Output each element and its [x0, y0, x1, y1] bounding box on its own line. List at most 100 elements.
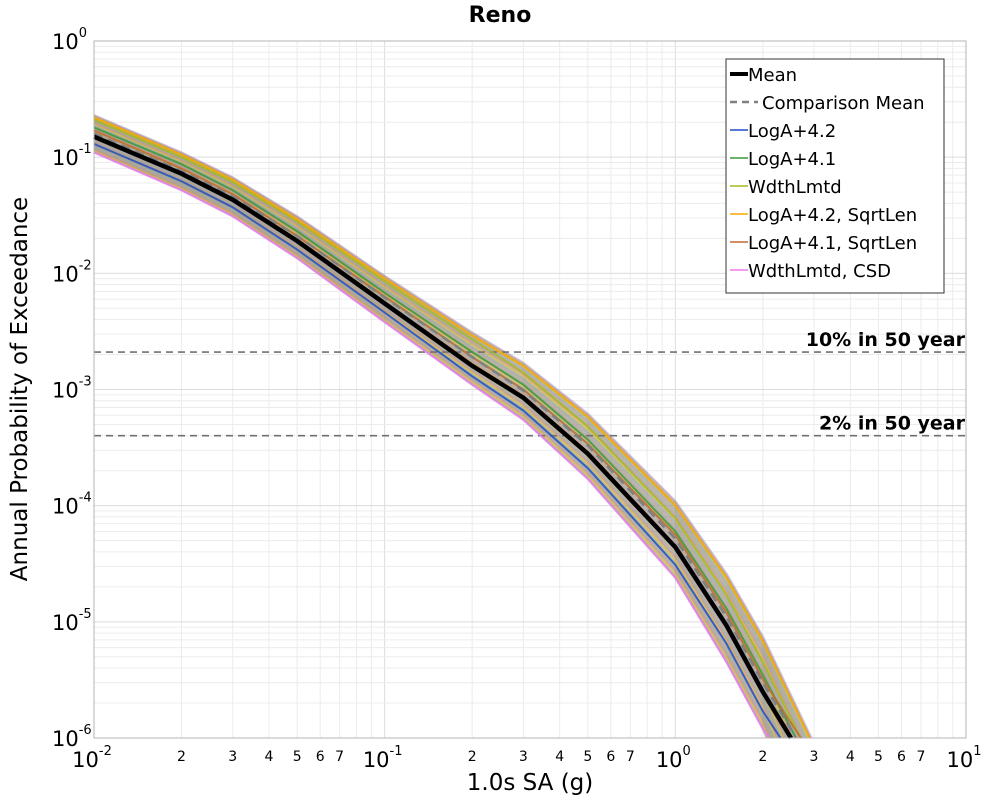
x-minor-tick-label: 7	[626, 749, 635, 765]
y-tick-exponent: -6	[79, 723, 92, 738]
y-tick-label: 10-6	[52, 723, 92, 751]
x-tick-label: 10-2	[72, 744, 112, 772]
y-tick-exponent: -4	[79, 491, 92, 506]
y-tick-exponent: -5	[79, 607, 92, 622]
band-curve	[93, 128, 794, 739]
y-tick-label: 10-4	[52, 491, 92, 519]
x-tick-base: 10	[656, 748, 683, 772]
y-tick-label: 10-2	[52, 258, 92, 286]
x-minor-tick-label: 3	[228, 749, 237, 765]
band-curve	[93, 130, 791, 739]
band-curve	[93, 141, 779, 739]
reference-line-label: 10% in 50 year	[806, 329, 966, 351]
band-curve	[93, 147, 772, 739]
band-curve	[93, 148, 771, 739]
y-axis-label: Annual Probability of Exceedance	[7, 197, 33, 581]
legend-label: Comparison Mean	[762, 93, 925, 114]
x-axis-label: 1.0s SA (g)	[467, 770, 594, 796]
band-curve	[93, 148, 772, 739]
band-curve	[93, 114, 812, 739]
x-tick-label: 10-1	[363, 744, 403, 772]
band-curve	[93, 116, 809, 739]
series-line-comparison-mean	[93, 132, 798, 739]
y-tick-label: 10-3	[52, 375, 92, 403]
band-curve	[93, 143, 776, 739]
x-minor-tick-label: 2	[177, 749, 186, 765]
series-line-mean	[93, 134, 793, 740]
x-minor-tick-label: 4	[555, 749, 564, 765]
band-curve	[93, 127, 795, 739]
band-curve	[93, 144, 775, 739]
band-curve	[93, 149, 770, 739]
band-curve	[93, 151, 768, 739]
legend-label: LogA+4.2, SqrtLen	[748, 205, 917, 226]
band-curve	[93, 139, 781, 739]
y-tick-base: 10	[52, 379, 79, 403]
band-curve	[93, 117, 808, 739]
legend-label: LogA+4.2	[748, 121, 836, 142]
band-curve	[93, 118, 807, 739]
y-tick-exponent: -3	[79, 375, 92, 390]
x-minor-tick-label: 3	[810, 749, 819, 765]
y-tick-base: 10	[52, 495, 79, 519]
y-tick-exponent: -2	[79, 258, 92, 273]
y-tick-base: 10	[52, 30, 79, 54]
band-curve	[93, 140, 780, 739]
x-minor-tick-label: 4	[265, 749, 274, 765]
x-minor-tick-label: 3	[519, 749, 528, 765]
legend: Mean Comparison Mean LogA+4.2 LogA+4.1 WdthL…	[725, 58, 945, 294]
band-curve	[93, 124, 800, 739]
x-minor-tick-label: 6	[897, 749, 906, 765]
band-curve	[93, 128, 793, 739]
band-curve	[93, 150, 769, 739]
plot-frame	[93, 40, 967, 739]
grid	[93, 41, 966, 739]
band-curve	[93, 146, 773, 739]
y-tick-exponent: -1	[79, 142, 92, 157]
band-curve	[93, 124, 799, 739]
band-curve	[93, 119, 805, 739]
x-tick-base: 10	[72, 748, 99, 772]
legend-label: Mean	[748, 65, 797, 86]
legend-label: LogA+4.1, SqrtLen	[748, 233, 917, 254]
series-line-loga-4-1	[93, 126, 797, 739]
band-curve	[93, 120, 804, 739]
x-minor-tick-label: 2	[468, 749, 477, 765]
x-minor-tick-label: 6	[606, 749, 615, 765]
y-tick-label: 100	[52, 26, 87, 54]
x-tick-label: 100	[656, 744, 691, 772]
series-line-wdthlmtd	[93, 118, 802, 739]
x-minor-tick-label: 5	[874, 749, 883, 765]
band-curve	[93, 122, 802, 739]
x-tick-base: 10	[946, 748, 973, 772]
x-minor-tick-label: 4	[846, 749, 855, 765]
legend-box	[725, 58, 945, 294]
chart-title: Reno	[469, 3, 532, 28]
band-curve	[93, 138, 782, 739]
x-tick-exponent: 0	[683, 744, 691, 759]
y-tick-base: 10	[52, 146, 79, 170]
band-curve	[93, 143, 777, 739]
band-curve	[93, 142, 778, 739]
x-tick-exponent: 1	[973, 744, 981, 759]
legend-label: WdthLmtd	[748, 177, 842, 198]
y-tick-base: 10	[52, 611, 79, 635]
x-tick-exponent: -2	[99, 744, 112, 759]
series-lines	[93, 116, 811, 740]
series-line-loga-4-2	[93, 142, 782, 739]
band-curve	[93, 123, 801, 739]
series-line-loga-4-2-sqrtlen	[93, 116, 811, 739]
x-minor-tick-label: 7	[917, 749, 926, 765]
series-line-wdthlmtd-csd	[93, 151, 770, 739]
x-minor-tick-label: 5	[293, 749, 302, 765]
band-curve	[93, 119, 806, 739]
y-tick-exponent: 0	[79, 26, 87, 41]
band-curve	[93, 129, 792, 739]
legend-label: LogA+4.1	[748, 149, 836, 170]
x-tick-exponent: -1	[390, 744, 403, 759]
y-tick-label: 10-5	[52, 607, 92, 635]
band-curve	[93, 138, 783, 739]
reference-line-label: 2% in 50 year	[819, 413, 966, 435]
